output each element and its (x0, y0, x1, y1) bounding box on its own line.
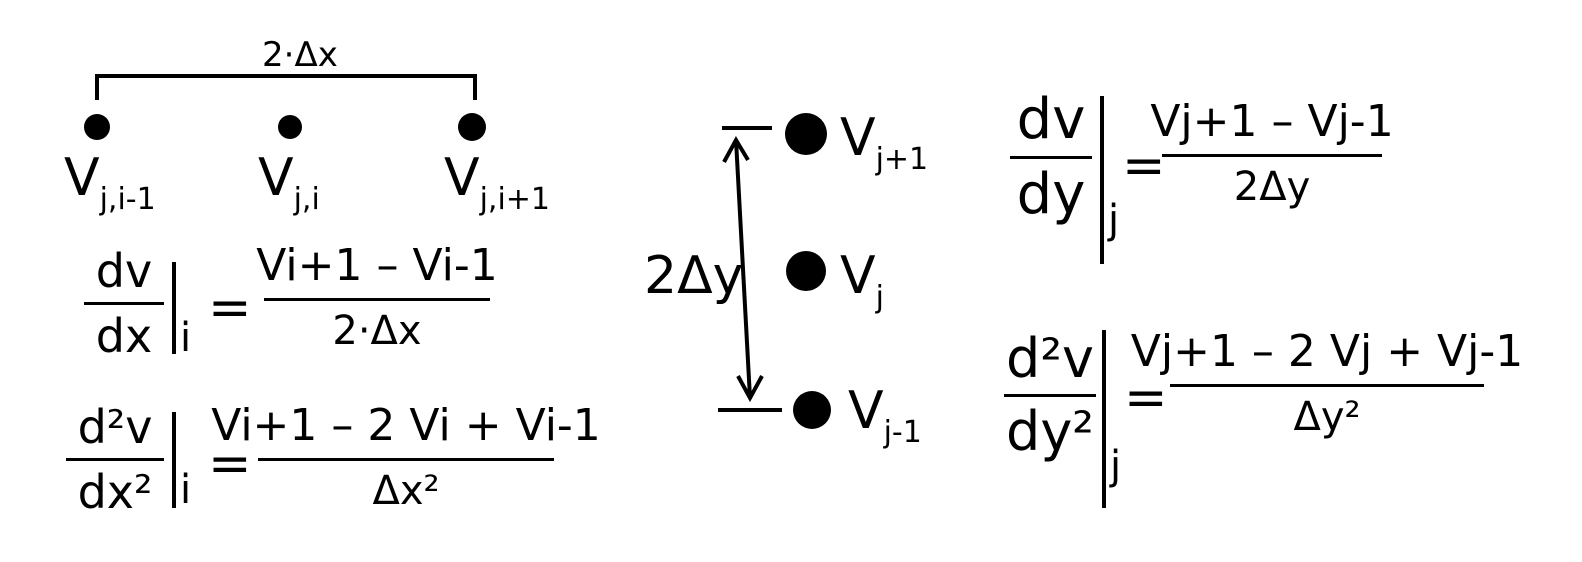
evaluation-bar (172, 262, 176, 354)
y-span-label: 2Δy (644, 246, 744, 306)
evaluation-index: i (180, 315, 192, 361)
rhs-denominator: Δy² (1293, 394, 1361, 440)
evaluation-bar (172, 412, 176, 508)
y-arrowhead-top (722, 135, 750, 163)
equals-sign: = (1122, 136, 1166, 196)
x-node-dot-left (84, 114, 110, 140)
lhs-fraction-bar (84, 302, 164, 305)
rhs-denominator: 2·Δx (332, 308, 422, 354)
lhs-fraction-d2v-dy2: d²v dy² (1004, 332, 1096, 459)
x-span-bracket (95, 74, 477, 100)
lhs-denominator: dx² (77, 465, 153, 519)
y-node-label-middle: Vj (840, 246, 884, 315)
rhs-numerator: Vi+1 – Vi-1 (256, 240, 498, 291)
lhs-fraction-bar (1004, 394, 1096, 397)
lhs-numerator: d²v (77, 400, 153, 454)
rhs-fraction: Vi+1 – Vi-1 2·Δx (256, 244, 497, 354)
lhs-denominator: dy² (1006, 400, 1094, 463)
evaluation-bar (1102, 330, 1106, 508)
y-node-label-top: Vj+1 (840, 108, 929, 177)
rhs-numerator: Vj+1 – 2 Vj + Vj-1 (1130, 326, 1524, 377)
lhs-fraction-bar (66, 458, 164, 461)
x-span-label: 2·Δx (262, 35, 338, 75)
x-node-label-center: Vj,i (258, 148, 320, 217)
rhs-fraction-bar (1170, 384, 1484, 387)
y-node-dot-middle (786, 251, 826, 291)
lhs-denominator: dx (95, 309, 153, 363)
y-node-dot-bottom (793, 391, 831, 429)
rhs-denominator: Δx² (372, 468, 440, 514)
x-node-label-right: Vj,i+1 (444, 148, 551, 217)
lhs-fraction-d2v-dx2: d²v dx² (66, 404, 164, 515)
rhs-fraction-bar (264, 298, 490, 301)
rhs-fraction-bar (1162, 154, 1382, 157)
evaluation-bar (1100, 96, 1104, 264)
rhs-numerator: Vj+1 – Vj-1 (1150, 96, 1394, 147)
y-node-label-bottom: Vj-1 (848, 381, 922, 450)
equals-sign: = (208, 278, 252, 338)
x-node-dot-center (278, 115, 302, 139)
x-node-label-left: Vj,i-1 (64, 148, 156, 217)
lhs-fraction-dv-dx: dv dx (84, 248, 164, 359)
evaluation-index: j (1110, 443, 1122, 489)
evaluation-index: i (180, 467, 192, 513)
equals-sign: = (1124, 368, 1168, 428)
x-node-dot-right (458, 113, 486, 141)
evaluation-index: j (1108, 197, 1120, 243)
lhs-numerator: dv (95, 244, 153, 298)
rhs-denominator: 2Δy (1233, 164, 1311, 210)
rhs-fraction: Vi+1 – 2 Vi + Vi-1 Δx² (211, 404, 601, 514)
lhs-fraction-bar (1010, 156, 1092, 159)
y-node-dot-top (785, 113, 827, 155)
y-span-arrow (734, 139, 752, 399)
rhs-numerator: Vi+1 – 2 Vi + Vi-1 (211, 400, 601, 451)
lhs-numerator: dv (1016, 87, 1086, 152)
rhs-fraction: Vj+1 – 2 Vj + Vj-1 Δy² (1131, 330, 1524, 440)
rhs-fraction-bar (258, 458, 554, 461)
lhs-fraction-dv-dy: dv dy (1010, 92, 1092, 223)
equals-sign: = (208, 434, 252, 494)
y-arrowhead-bottom (736, 375, 764, 403)
rhs-fraction: Vj+1 – Vj-1 2Δy (1150, 100, 1393, 210)
lhs-denominator: dy (1016, 162, 1086, 227)
lhs-numerator: d²v (1006, 327, 1094, 390)
